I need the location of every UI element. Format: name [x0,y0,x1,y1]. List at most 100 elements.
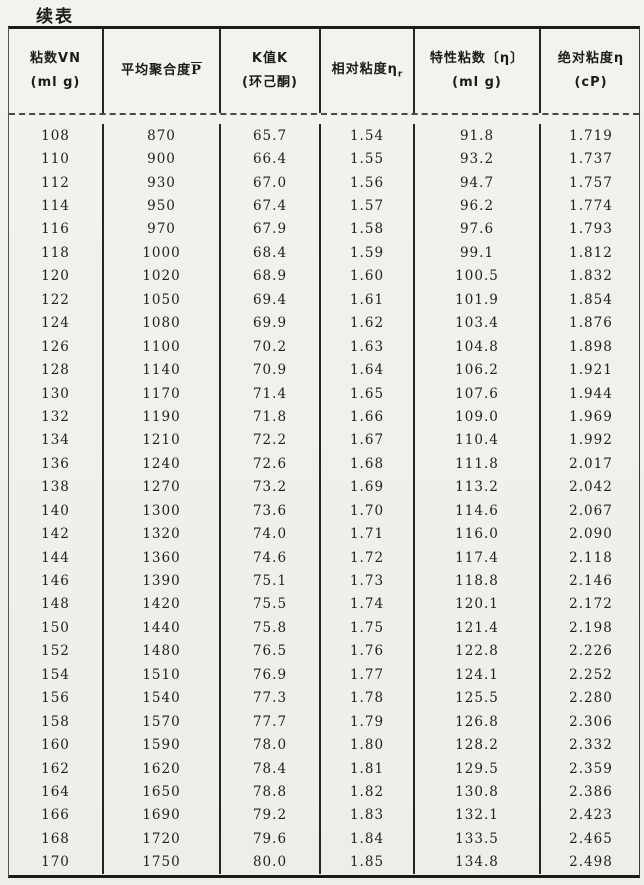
column-header-absolute-viscosity: 绝对粘度η (cP) [541,29,641,113]
table-row: 134 1210 72.2 1.67 110.4 1.992 [9,428,639,453]
table-cell: 1270 [104,475,221,499]
table-cell: 1100 [104,334,221,359]
table-cell: 80.0 [221,850,321,874]
table-cell: 122.8 [415,639,541,664]
column-header-line: 平均聚合度 [121,62,192,78]
table-cell: 130.8 [415,780,541,804]
table-cell: 1690 [104,803,221,828]
table-cell: 122 [9,288,104,312]
table-cell: 101.9 [415,288,541,312]
table-row: 166 1690 79.2 1.83 132.1 2.423 [9,803,639,828]
table-cell: 1.54 [321,124,415,148]
table-cell: 1.83 [321,803,415,828]
table-cell: 128 [9,358,104,382]
table-cell: 73.2 [221,475,321,499]
table-cell: 110.4 [415,428,541,453]
table-cell: 132 [9,405,104,429]
table-cell: 158 [9,709,104,734]
table-cell: 1.60 [321,264,415,289]
table-cell: 68.4 [221,241,321,265]
table-cell: 1510 [104,663,221,687]
table-cell: 79.2 [221,803,321,828]
table-cell: 1.57 [321,194,415,218]
table-cell: 160 [9,733,104,757]
table-cell: 1.757 [569,174,613,191]
table-cell: 124.1 [415,663,541,687]
table-row: 126 1100 70.2 1.63 104.8 1.898 [9,334,639,359]
table-cell: 1.65 [321,381,415,406]
table-cell: 71.8 [221,405,321,429]
table-cell: 1720 [104,827,221,851]
table-cell: 1.77 [321,663,415,687]
table-cell: 100.5 [415,264,541,289]
column-header-k-value: K值K (环己酮) [221,29,321,113]
table-cell: 2.090 [569,526,613,543]
table-row: 124 1080 69.9 1.62 103.4 1.876 [9,311,639,335]
table-cell: 148 [9,592,104,617]
table-cell: 1170 [104,381,221,406]
table-cell: 1300 [104,499,221,523]
column-header-line: K值K [251,50,289,66]
table-cell: 68.9 [221,264,321,289]
table-cell: 164 [9,780,104,804]
table-cell: 140 [9,499,104,523]
table-cell: 1.719 [569,127,613,144]
table-cell: 134.8 [415,850,541,874]
table-cell: 71.4 [221,381,321,406]
column-header-relative-viscosity: 相对粘度ηr [321,29,415,113]
table-cell: 94.7 [415,170,541,195]
table-cell: 1.66 [321,405,415,429]
table-cell: 152 [9,639,104,664]
table-cell: 1.812 [569,244,613,261]
table-cell: 1360 [104,545,221,570]
table-cell: 146 [9,569,104,593]
column-header-avg-polymerization: 平均聚合度P [104,29,221,113]
table-cell: 1320 [104,522,221,546]
table-cell: 1.64 [321,358,415,382]
table-cell: 116 [9,217,104,242]
column-header-unit: (ml g) [30,74,81,90]
table-cell: 1.876 [569,315,613,332]
table-cell: 900 [104,147,221,171]
table-cell: 162 [9,756,104,781]
table-cell: 168 [9,827,104,851]
table-cell: 1570 [104,709,221,734]
table-cell: 1.992 [569,432,613,449]
table-cell: 99.1 [415,241,541,265]
table-cell: 1000 [104,241,221,265]
table-cell: 126.8 [415,709,541,734]
table-row: 152 1480 76.5 1.76 122.8 2.226 [9,639,639,664]
table-row: 158 1570 77.7 1.79 126.8 2.306 [9,709,639,734]
table-cell: 1080 [104,311,221,335]
table-cell: 2.280 [569,690,613,707]
table-cell: 125.5 [415,686,541,710]
table-cell: 1540 [104,686,221,710]
table-cell: 2.465 [569,830,613,847]
table-cell: 2.386 [569,783,613,800]
table-row: 162 1620 78.4 1.81 129.5 2.359 [9,756,639,781]
table-cell: 120.1 [415,592,541,617]
table-cell: 69.9 [221,311,321,335]
table-cell: 2.198 [569,619,613,636]
table-cell: 1.969 [569,408,613,425]
table-cell: 1620 [104,756,221,781]
table-cell: 109.0 [415,405,541,429]
table-cell: 66.4 [221,147,321,171]
table-cell: 970 [104,217,221,242]
column-header-line: 粘数VN [30,50,81,66]
column-header-intrinsic-viscosity: 特性粘数〔η〕 (ml g) [415,29,541,113]
table-cell: 106.2 [415,358,541,382]
table-cell: 91.8 [415,124,541,148]
table-cell: 110 [9,147,104,171]
table-cell: 97.6 [415,217,541,242]
table-continued-label: 续表 [36,7,74,27]
table-cell: 103.4 [415,311,541,335]
table-row: 122 1050 69.4 1.61 101.9 1.854 [9,288,639,312]
table-row: 112 930 67.0 1.56 94.7 1.757 [9,170,639,195]
table-row: 114 950 67.4 1.57 96.2 1.774 [9,194,639,218]
table-cell: 117.4 [415,545,541,570]
table-row: 130 1170 71.4 1.65 107.6 1.944 [9,381,639,406]
table-cell: 1.73 [321,569,415,593]
table-body: 108 870 65.7 1.54 91.8 1.719 110 900 66.4 1.55 93.… [9,115,639,874]
table-cell: 1.55 [321,147,415,171]
